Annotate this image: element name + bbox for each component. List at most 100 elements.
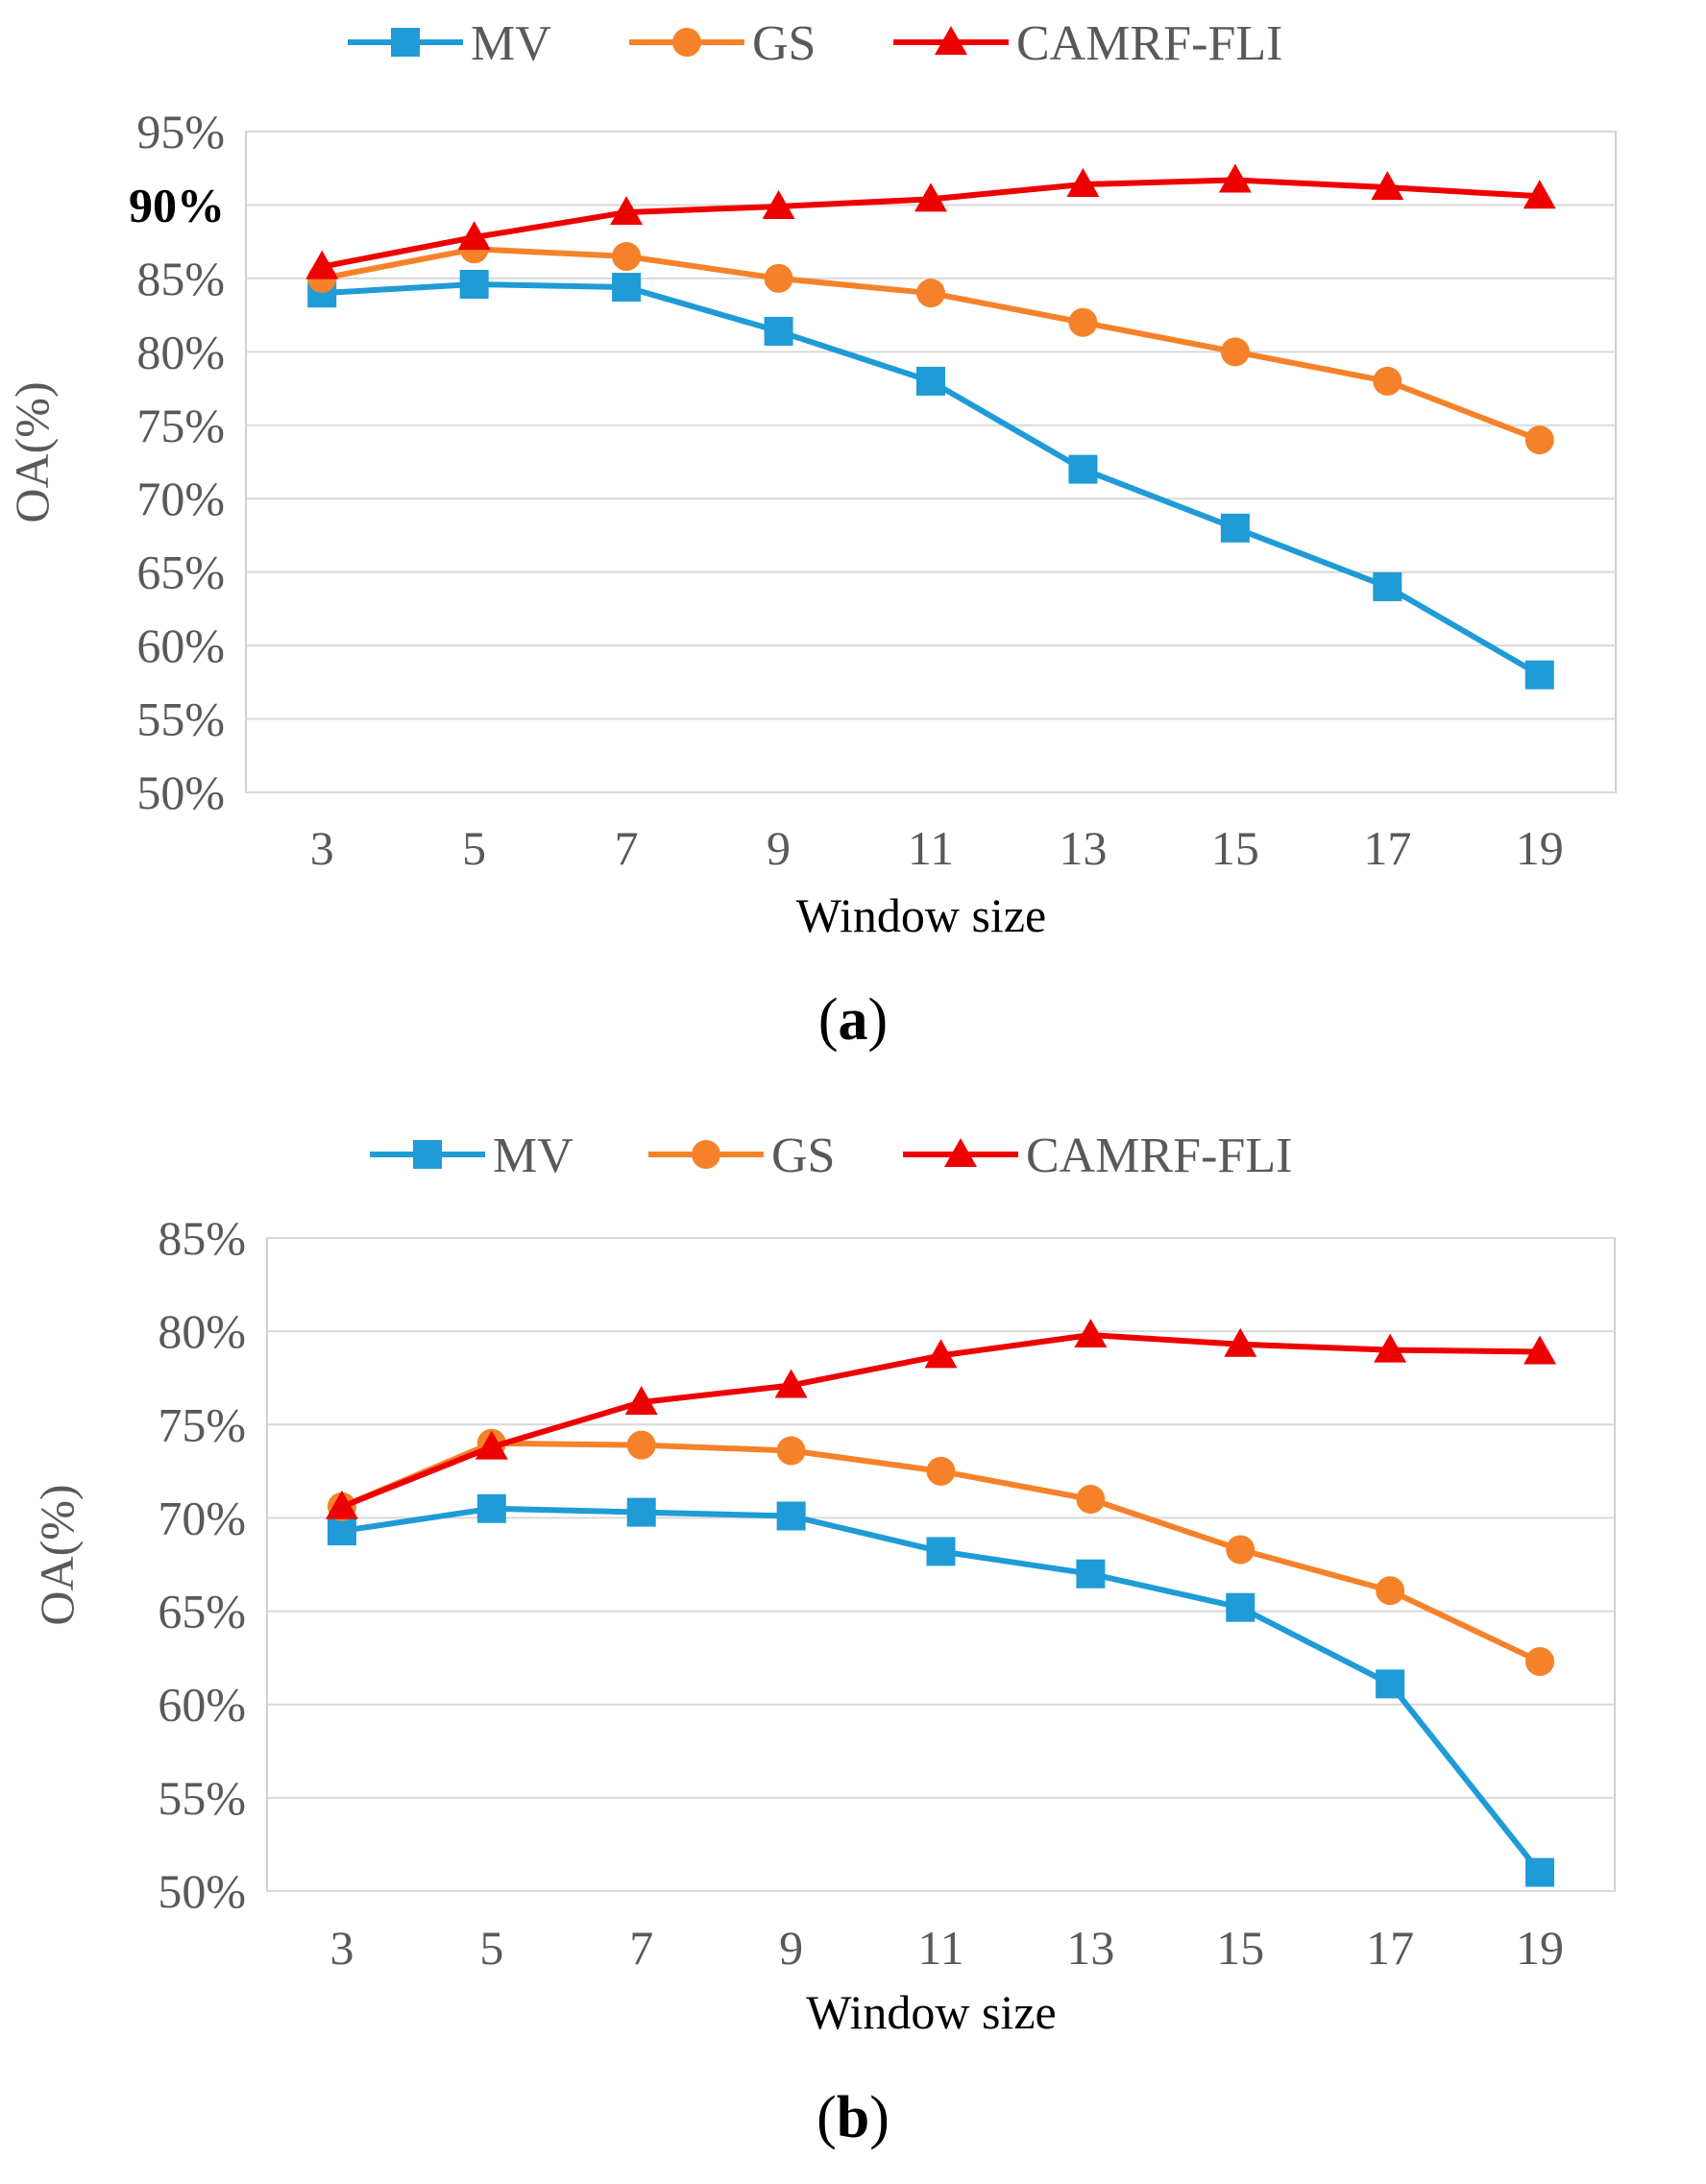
series-gs [307,234,1554,455]
y-tick-label: 80% [158,1304,246,1358]
x-tick-label: 9 [767,821,791,875]
x-tick-label: 11 [908,821,954,875]
plot-area [245,131,1617,793]
legend: MV GS CAMRF-FLI [370,1128,1292,1183]
y-tick-label: 75% [136,399,225,452]
data-point [776,1501,806,1531]
legend-item-camrf-fli: CAMRF-FLI [903,1128,1292,1183]
data-point [1066,168,1100,198]
data-point [475,1430,508,1460]
x-tick-label: 11 [917,1921,963,1975]
y-axis-title: OA(%) [5,381,59,522]
legend: MV GS CAMRF-FLI [348,16,1282,71]
data-point [612,241,642,271]
data-point [1523,1335,1557,1365]
y-tick-label: 70% [136,472,225,525]
data-point [916,366,945,396]
data-point [1076,1559,1106,1589]
data-point [626,1430,656,1460]
x-tick-label: 15 [1211,821,1259,875]
chart-panel-b: 50% 55% 60% 65% 70% 75% 80% 85% 3 5 7 9 11 13 15 17 19 Wi… [30,1128,1616,2150]
x-tick-label: 19 [1516,821,1564,875]
y-tick-label: 60% [158,1678,246,1732]
data-point [612,273,642,303]
legend-label: CAMRF-FLI [1016,16,1282,71]
data-point [1371,171,1404,201]
data-point [776,1436,806,1466]
legend-label: MV [471,16,551,71]
y-tick-label: 95% [136,105,225,158]
x-tick-label: 17 [1363,821,1411,875]
panel-label: (b) [816,2085,890,2150]
data-point [926,1456,956,1486]
legend-item-camrf-fli: CAMRF-FLI [893,16,1282,71]
data-point [1376,1669,1405,1699]
x-tick-label: 9 [779,1921,803,1975]
data-point [1524,425,1554,455]
x-tick-label: 5 [462,821,486,875]
data-point [624,1385,658,1415]
x-tick-label: 19 [1516,1921,1564,1975]
y-tick-label: 75% [158,1397,246,1451]
y-tick-label: 55% [158,1771,246,1825]
data-point [926,1537,956,1566]
data-point [1074,1319,1108,1348]
y-axis-title: OA(%) [30,1484,84,1625]
series-mv [307,270,1554,690]
y-tick-label: 80% [136,325,225,378]
legend-item-mv: MV [348,16,551,71]
legend-marker [692,1140,720,1169]
x-tick-label: 5 [479,1921,503,1975]
y-tick-label: 90% [129,178,225,231]
legend-label: GS [771,1128,835,1183]
legend-label: CAMRF-FLI [1026,1128,1292,1183]
x-tick-label: 7 [629,1921,653,1975]
x-axis-title: Window size [796,888,1046,942]
legend-item-gs: GS [629,16,816,71]
data-point [1373,571,1402,601]
series-line [322,281,1542,678]
data-point [916,279,945,308]
legend-marker [413,1140,442,1169]
x-tick-label: 3 [329,1921,353,1975]
data-point [1226,1535,1255,1565]
data-point [325,1490,358,1519]
data-point [914,182,947,212]
data-point [1525,1647,1555,1677]
data-point [1220,337,1250,367]
series-camrf-fli [325,1319,1557,1519]
data-point [327,1517,356,1546]
data-point [476,1493,506,1523]
data-point [626,1497,656,1527]
data-point [1076,1485,1106,1514]
y-tick-label: 65% [158,1585,246,1638]
data-point [924,1339,958,1369]
legend-marker [672,28,701,57]
data-point [764,263,793,293]
data-point [1376,1576,1405,1606]
data-point [457,221,491,251]
legend-label: MV [493,1128,573,1183]
series-mv [327,1493,1555,1887]
data-point [610,196,644,226]
x-tick-label: 13 [1066,1921,1114,1975]
data-point [764,316,793,346]
x-tick-label: 15 [1216,1921,1264,1975]
y-tick-label: 85% [158,1211,246,1265]
data-point [1373,366,1402,396]
series-camrf-fli [305,163,1556,279]
y-tick-label: 50% [136,765,225,819]
x-axis-title: Window size [806,1985,1056,2039]
x-tick-label: 17 [1366,1921,1414,1975]
chart-panel-a: 50% 55% 60% 65% 70% 75% 80% 85% 90% 95% 3 5 7 9 11 13 15… [5,16,1617,1053]
legend-marker [944,1138,977,1167]
y-tick-label: 85% [136,252,225,305]
data-point [459,270,489,300]
data-point [1220,513,1250,543]
data-point [1523,180,1556,209]
data-point [762,189,795,219]
y-tick-label: 50% [158,1864,246,1918]
data-point [1068,307,1098,337]
x-tick-label: 13 [1059,821,1107,875]
data-point [1524,660,1554,690]
